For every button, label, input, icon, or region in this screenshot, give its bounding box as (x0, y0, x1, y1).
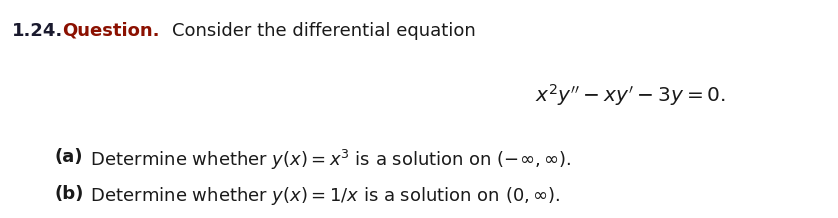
Text: Determine whether $y(x) = 1/x$ is a solution on $(0, \infty)$.: Determine whether $y(x) = 1/x$ is a solu… (85, 185, 561, 207)
Text: Consider the differential equation: Consider the differential equation (172, 22, 476, 40)
Text: (a): (a) (55, 148, 84, 166)
Text: (b): (b) (55, 185, 85, 203)
Text: Determine whether $y(x) = x^3$ is a solution on $(-\infty, \infty)$.: Determine whether $y(x) = x^3$ is a solu… (85, 148, 571, 172)
Text: 1.24.: 1.24. (12, 22, 63, 40)
Text: $x^2y^{\prime\prime} - xy^{\prime} - 3y = 0.$: $x^2y^{\prime\prime} - xy^{\prime} - 3y … (535, 82, 726, 108)
Text: Question.: Question. (62, 22, 159, 40)
